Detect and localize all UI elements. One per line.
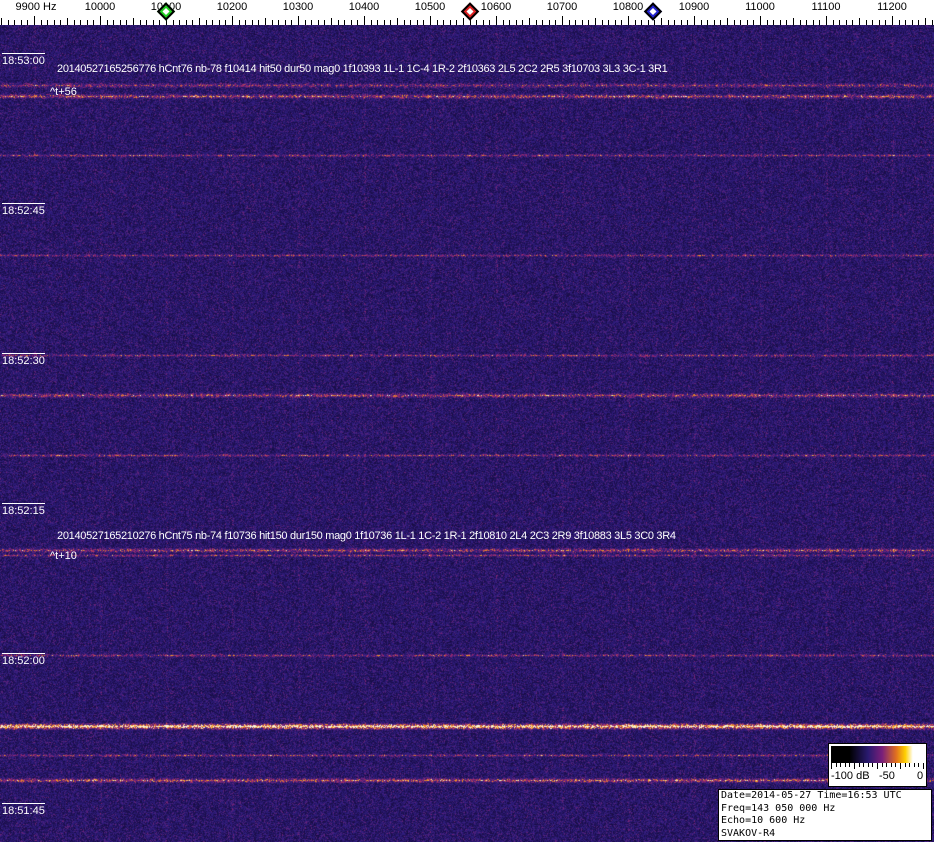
legend-tick	[836, 763, 837, 767]
axis-tick	[694, 16, 695, 25]
legend-tick	[891, 763, 892, 767]
frequency-axis: 9900 Hz 10000 10100 10200 10300 10400 10…	[0, 0, 934, 25]
detection-annotation: 20140527165256776 hCnt76 nb-78 f10414 hi…	[57, 63, 667, 75]
legend-tick	[900, 763, 901, 769]
axis-tick	[892, 16, 893, 25]
axis-tick	[67, 18, 68, 25]
axis-tick	[397, 18, 398, 25]
axis-tick	[298, 16, 299, 25]
axis-tick	[430, 16, 431, 25]
legend-tick	[854, 763, 855, 769]
legend-tick	[923, 763, 924, 769]
freq-label: 11100	[812, 1, 841, 13]
legend-tick	[849, 763, 850, 767]
axis-tick	[826, 16, 827, 25]
color-scale-legend: -100 dB -50 0	[828, 743, 927, 787]
legend-tick	[840, 763, 841, 767]
freq-label: 9900 Hz	[16, 1, 57, 13]
time-label: 18:52:45	[2, 203, 45, 217]
legend-tick	[859, 763, 860, 767]
axis-tick	[529, 18, 530, 25]
legend-label: 0	[917, 770, 923, 782]
legend-tick	[831, 763, 832, 769]
axis-tick	[661, 18, 662, 25]
axis-tick	[133, 18, 134, 25]
axis-tick	[364, 16, 365, 25]
axis-tick	[232, 16, 233, 25]
legend-tick	[845, 763, 846, 767]
freq-label: 11200	[877, 1, 907, 13]
legend-tick	[895, 763, 896, 767]
axis-tick	[265, 18, 266, 25]
info-date: Date=2014-05-27 Time=16:53 UTC	[721, 790, 931, 803]
axis-tick	[331, 18, 332, 25]
info-station: SVAKOV-R4	[721, 828, 931, 841]
legend-tick	[918, 763, 919, 767]
freq-label: 10700	[547, 1, 578, 13]
legend-label: -50	[879, 770, 895, 782]
legend-label: -100 dB	[831, 770, 870, 782]
detection-offset: ^t+56	[50, 86, 77, 98]
time-label: 18:52:00	[2, 653, 45, 667]
legend-tick	[863, 763, 864, 767]
info-echo: Echo=10 600 Hz	[721, 815, 931, 828]
legend-tick	[909, 763, 910, 767]
blue-marker-icon[interactable]	[644, 2, 662, 20]
time-label: 18:53:00	[2, 53, 45, 67]
axis-tick	[595, 18, 596, 25]
axis-tick	[628, 16, 629, 25]
freq-label: 10200	[217, 1, 248, 13]
freq-label: 10300	[283, 1, 314, 13]
spectrogram	[0, 25, 934, 842]
legend-tick	[877, 763, 878, 769]
time-label: 18:51:45	[2, 803, 45, 817]
legend-tick	[886, 763, 887, 767]
freq-label: 10600	[481, 1, 512, 13]
detection-annotation: 20140527165210276 hCnt75 nb-74 f10736 hi…	[57, 530, 676, 542]
axis-tick	[463, 18, 464, 25]
legend-tick	[872, 763, 873, 767]
legend-tick	[882, 763, 883, 767]
freq-label: 10400	[349, 1, 380, 13]
axis-tick	[760, 16, 761, 25]
axis-tick	[727, 18, 728, 25]
freq-label: 10900	[679, 1, 710, 13]
legend-tick	[868, 763, 869, 767]
info-freq: Freq=143 050 000 Hz	[721, 803, 931, 816]
color-gradient	[831, 746, 924, 763]
axis-tick	[100, 16, 101, 25]
axis-tick	[793, 18, 794, 25]
axis-tick	[199, 18, 200, 25]
freq-label: 10500	[415, 1, 446, 13]
time-label: 18:52:15	[2, 503, 45, 517]
axis-tick	[1, 18, 2, 25]
legend-tick	[905, 763, 906, 767]
freq-label: 10800	[613, 1, 644, 13]
axis-tick	[925, 18, 926, 25]
axis-tick	[496, 16, 497, 25]
detection-offset: ^t+10	[50, 550, 77, 562]
legend-tick	[914, 763, 915, 767]
axis-tick	[562, 16, 563, 25]
axis-tick	[34, 16, 35, 25]
info-box: Date=2014-05-27 Time=16:53 UTC Freq=143 …	[718, 789, 932, 841]
time-label: 18:52:30	[2, 353, 45, 367]
axis-tick	[859, 18, 860, 25]
freq-label: 10000	[85, 1, 116, 13]
freq-label: 11000	[745, 1, 775, 13]
